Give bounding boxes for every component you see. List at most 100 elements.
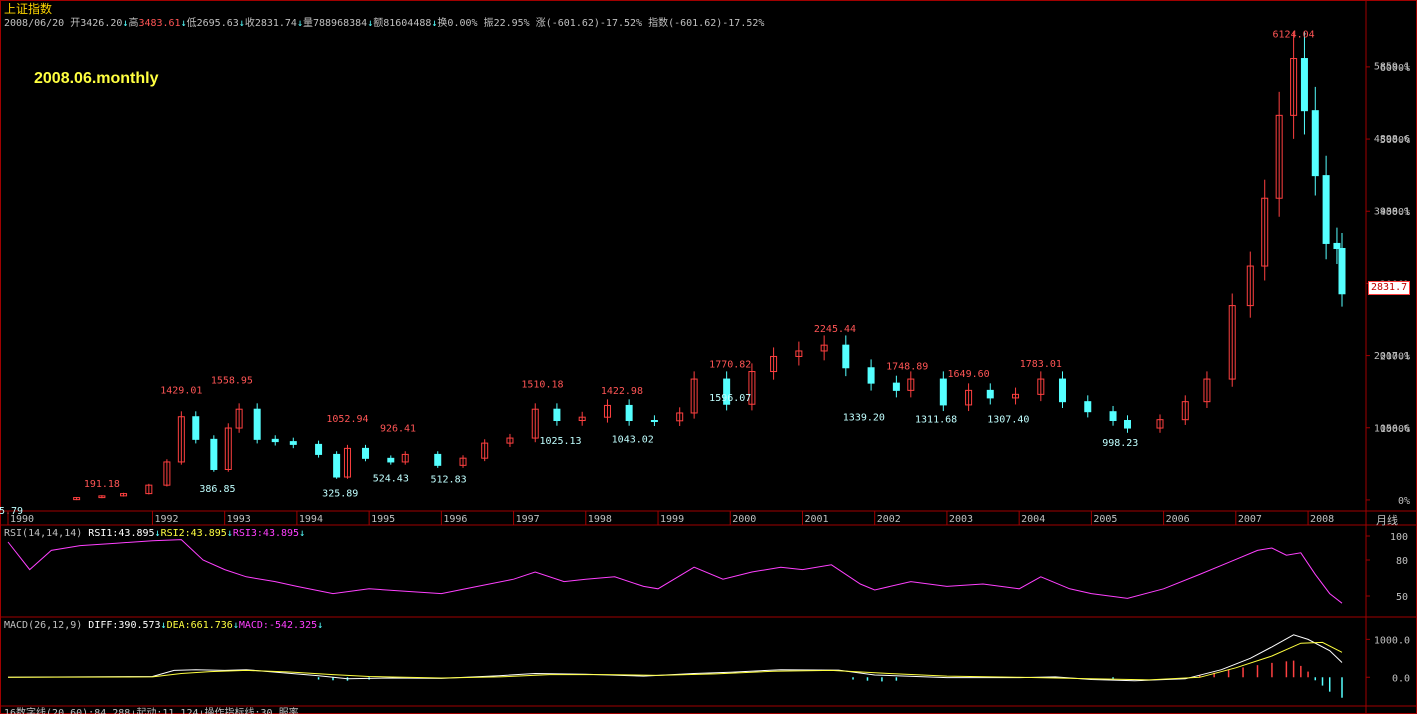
candle-body <box>1109 411 1117 422</box>
pct-tick-label: 2000% <box>1380 352 1410 363</box>
year-label: 1990 <box>10 514 34 525</box>
candle-body <box>723 378 731 405</box>
amplitude-value: 22.95% <box>493 18 530 29</box>
macd-tick-label: 0.0 <box>1392 673 1410 684</box>
info-date: 2008/06/20 <box>4 18 65 29</box>
candle-body <box>1322 175 1330 244</box>
year-label: 2002 <box>877 514 901 525</box>
pct-tick-label: 6000% <box>1380 63 1410 74</box>
high-value: 3483.61 <box>138 18 181 29</box>
year-label: 2006 <box>1166 514 1190 525</box>
rsi-header-part: ↓ <box>299 528 305 539</box>
candle-body <box>73 497 81 501</box>
candle-body <box>333 453 341 478</box>
candle-body <box>1300 58 1308 112</box>
amount-label: 额 <box>373 18 384 29</box>
candle-body <box>387 457 395 463</box>
candle-body <box>235 408 243 429</box>
candle-body <box>163 461 171 486</box>
macd-header-part: ↓ <box>317 620 323 631</box>
candle-body <box>690 378 698 414</box>
period-label: 2008.06.monthly <box>34 70 159 87</box>
candle-body <box>939 378 947 406</box>
candle-body <box>1012 393 1020 399</box>
candle-body <box>770 355 778 373</box>
candle-body <box>578 416 586 422</box>
close-label: 收 <box>244 18 255 29</box>
candle-body <box>177 416 185 463</box>
price-annotation-high: 1052.94 <box>326 414 368 425</box>
turnover-label: 换 <box>437 18 448 29</box>
candle-body <box>434 453 442 466</box>
year-label: 1995 <box>371 514 395 525</box>
rsi-line <box>7 539 1343 604</box>
arrow-down-icon: ↓ <box>238 18 245 29</box>
candle-body <box>1261 197 1269 267</box>
candle-body <box>1290 58 1298 116</box>
price-tick-label: 1056.6 <box>1374 424 1410 435</box>
macd-dea-line <box>7 641 1343 681</box>
price-tick-label: 5859.1 <box>1374 62 1410 73</box>
price-annotation-low: 998.23 <box>1102 438 1138 449</box>
price-annotation-high: 191.18 <box>84 479 120 490</box>
price-annotation-high: 6124.04 <box>1273 30 1315 41</box>
rsi-header-part: RSI2:43.895 <box>161 528 227 539</box>
price-annotation-high: 1748.89 <box>886 361 928 372</box>
candle-body <box>1203 378 1211 403</box>
candle-body <box>650 420 658 423</box>
year-label: 1996 <box>443 514 467 525</box>
year-label: 1999 <box>660 514 684 525</box>
arrow-down-icon: ↓ <box>431 18 438 29</box>
year-label: 1992 <box>154 514 178 525</box>
volume-label: 量 <box>303 18 313 29</box>
candle-body <box>1037 378 1045 395</box>
candle-body <box>315 443 323 455</box>
index-change-value: (-601.62)-17.52% <box>668 18 765 29</box>
year-label: 2000 <box>732 514 756 525</box>
index-change-label: 指数 <box>648 18 669 29</box>
macd-header-part: ↓ <box>161 620 167 631</box>
ohlc-info-bar: 2008/06/20 开3426.20↓高3483.61↓低2695.63↓收2… <box>4 14 764 29</box>
macd-diff-line <box>7 634 1343 682</box>
price-tick-label: 3938.1 <box>1374 206 1410 217</box>
candle-body <box>1181 401 1189 421</box>
year-label: 2005 <box>1093 514 1117 525</box>
candle-body <box>892 382 900 391</box>
year-label: 2004 <box>1021 514 1045 525</box>
candle-body <box>145 484 153 495</box>
candle-body <box>1333 242 1341 249</box>
macd-header-part: ↓ <box>233 620 239 631</box>
change-value: (-601.62)-17.52% <box>545 18 643 29</box>
macd-tick-label: 1000.0 <box>1374 635 1410 646</box>
candle-body <box>1156 419 1164 429</box>
price-annotation-low: 1596.07 <box>709 393 751 404</box>
candle-body <box>210 438 218 470</box>
macd-header-part: MACD:-542.325 <box>239 620 317 631</box>
price-annotation-high: 2245.44 <box>814 324 856 335</box>
price-annotation-low: 512.83 <box>431 475 467 486</box>
candle-body <box>907 378 915 391</box>
index-title: 上证指数 <box>4 2 53 16</box>
price-annotation-high: 1429.01 <box>160 385 202 396</box>
candle-body <box>1338 247 1346 295</box>
open-label: 开 <box>70 18 81 29</box>
year-label: 1993 <box>227 514 251 525</box>
price-annotation-high: 1649.60 <box>948 369 990 380</box>
price-annotation-low: 524.43 <box>373 474 409 485</box>
price-annotation-low: 1043.02 <box>612 435 654 446</box>
rsi-header: RSI(14,14,14) RSI1:43.895↓RSI2:43.895↓RS… <box>4 528 305 539</box>
candle-body <box>506 437 514 444</box>
price-tick-label: 4898.6 <box>1374 134 1410 145</box>
macd-header: MACD(26,12,9) DIFF:390.573↓DEA:661.736↓M… <box>4 620 323 631</box>
candle-body <box>253 408 261 440</box>
frequency-tab[interactable]: 月线 <box>1376 514 1398 527</box>
rsi-header-part: ↓ <box>155 528 161 539</box>
rsi-header-part: ↓ <box>227 528 233 539</box>
last-price-tag: 2831.7 <box>1368 281 1411 295</box>
price-annotation-low: 1311.68 <box>915 414 957 425</box>
candle-body <box>271 438 279 443</box>
candle-body <box>401 453 409 463</box>
candle-body <box>481 442 489 459</box>
price-annotation-high: 1770.82 <box>709 360 751 371</box>
